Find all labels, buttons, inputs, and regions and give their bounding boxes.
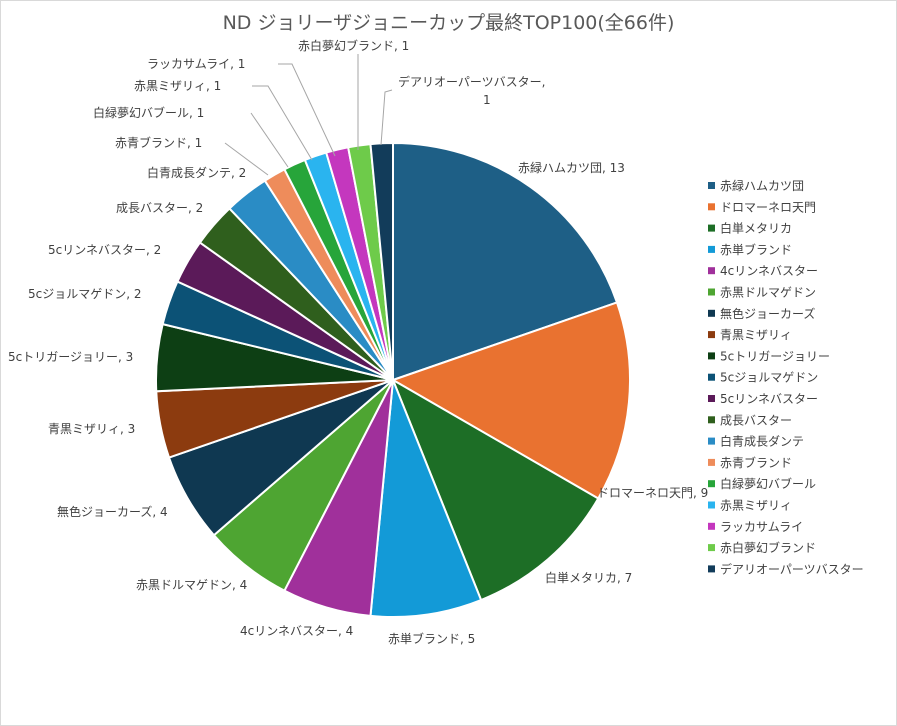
pie-slice: [390, 377, 600, 602]
data-label: 赤緑ハムカツ団, 13: [518, 160, 625, 175]
data-label: 無色ジョーカーズ, 4: [57, 504, 168, 519]
legend-swatch: [708, 288, 715, 296]
data-label: 4cリンネバスター, 4: [240, 624, 353, 638]
legend-entry: 赤緑ハムカツ団: [720, 178, 804, 193]
legend-swatch: [708, 544, 715, 552]
leader-line: [252, 85, 313, 161]
legend-entry: 5cリンネバスター: [720, 392, 818, 406]
legend-swatch: [708, 267, 715, 275]
legend-swatch: [708, 458, 715, 466]
pie-slice: [369, 141, 394, 381]
data-label: 5cジョルマゲドン, 2: [28, 287, 142, 301]
legend-entry: 白青成長ダンテ: [720, 434, 804, 449]
data-label: 白緑夢幻バブール, 1: [93, 105, 204, 120]
chart-title: ND ジョリーザジョニーカップ最終TOP100(全66件): [222, 12, 675, 34]
data-label: 5cトリガージョリー, 3: [8, 350, 133, 364]
legend-entry: 5cジョルマゲドン: [720, 371, 818, 385]
data-label: 赤黒ドルマゲドン, 4: [136, 578, 247, 592]
legend-entry: 青黒ミザリィ: [720, 328, 792, 342]
legend-swatch: [708, 565, 715, 573]
legend-entry: 白単メタリカ: [720, 221, 792, 236]
legend-swatch: [708, 352, 715, 360]
data-label: 赤青ブランド, 1: [115, 135, 202, 150]
legend-entry: 成長バスター: [720, 413, 792, 427]
legend-swatch: [708, 437, 715, 445]
data-label: 青黒ミザリィ, 3: [48, 422, 135, 436]
legend-swatch: [708, 501, 715, 509]
leader-line: [224, 142, 269, 176]
legend-entry: 赤青ブランド: [720, 455, 792, 470]
legend-entry: デアリオーパーツバスター: [720, 561, 864, 576]
legend-entry: 無色ジョーカーズ: [720, 306, 815, 321]
legend-entry: 4cリンネバスター: [720, 264, 818, 278]
legend-entry: ラッカサムライ: [720, 520, 803, 534]
legend-swatch: [708, 522, 715, 530]
legend-entry: ドロマーネロ天門: [720, 200, 816, 214]
data-label: 赤黒ミザリィ, 1: [134, 79, 221, 93]
legend-swatch: [708, 331, 715, 339]
legend-swatch: [708, 309, 715, 317]
legend-swatch: [708, 416, 715, 424]
data-label: 白青成長ダンテ, 2: [147, 165, 246, 180]
data-label: 赤単ブランド, 5: [388, 631, 475, 646]
data-label: ラッカサムライ, 1: [147, 57, 245, 71]
legend-entry: 赤単ブランド: [720, 242, 792, 257]
legend-entry: 5cトリガージョリー: [720, 349, 830, 363]
legend-swatch: [708, 245, 715, 253]
data-label: 白単メタリカ, 7: [545, 570, 632, 585]
legend-swatch: [708, 480, 715, 488]
leader-line: [250, 112, 289, 168]
data-label: ドロマーネロ天門, 9: [597, 486, 708, 500]
legend-swatch: [708, 224, 715, 232]
data-label: 5cリンネバスター, 2: [48, 243, 161, 257]
pie-slice: [369, 379, 483, 618]
leader-line: [278, 63, 336, 157]
data-label: デアリオーパーツバスター, 1: [398, 74, 545, 107]
pie-slice: [390, 301, 631, 500]
pie-slice: [392, 141, 619, 382]
legend-entry: 赤黒ミザリィ: [720, 499, 792, 513]
legend-swatch: [708, 373, 715, 381]
legend-swatch: [708, 182, 715, 189]
legend-entry: 赤白夢幻ブランド: [720, 540, 816, 555]
data-label: 成長バスター, 2: [116, 201, 203, 215]
legend-swatch: [708, 395, 715, 402]
legend-swatch: [708, 203, 715, 211]
data-label: 赤白夢幻ブランド, 1: [298, 38, 409, 53]
legend-entry: 赤黒ドルマゲドン: [720, 286, 816, 300]
leader-line: [380, 89, 393, 146]
legend-entry: 白緑夢幻バブール: [720, 476, 816, 491]
